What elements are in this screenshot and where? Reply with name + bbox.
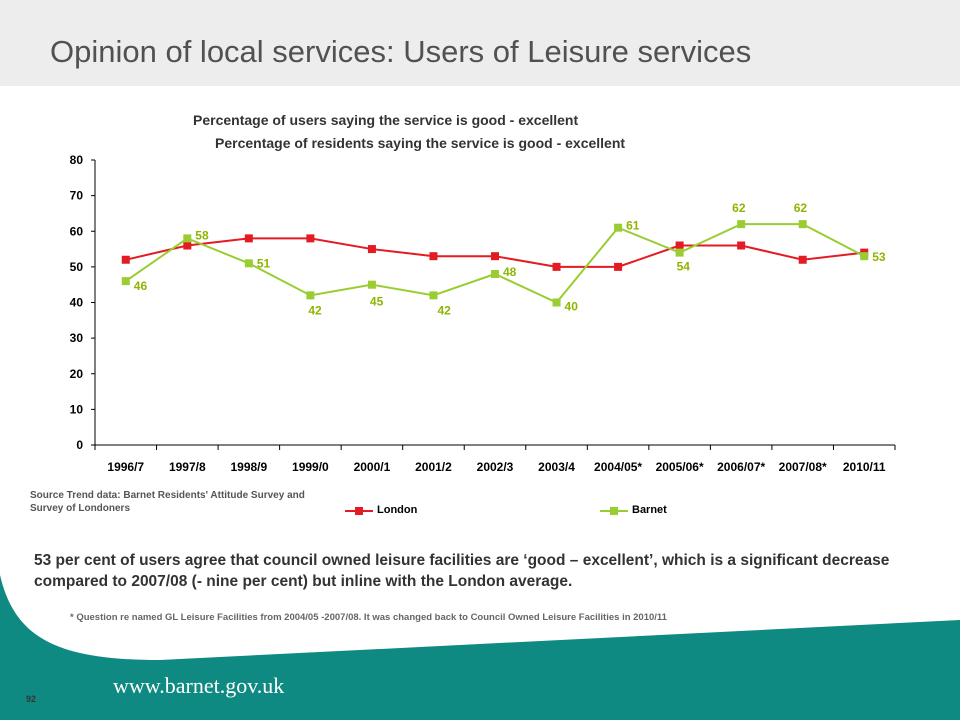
data-label-barnet: 51 [257, 256, 271, 270]
data-point-london [675, 241, 684, 250]
data-point-barnet [860, 252, 869, 261]
data-point-london [429, 252, 438, 261]
data-point-london [306, 234, 315, 243]
data-point-barnet [244, 259, 253, 268]
x-tick-label: 2001/2 [415, 460, 452, 474]
source-note: Source Trend data: Barnet Residents' Att… [30, 490, 305, 514]
data-point-barnet [121, 277, 130, 286]
x-tick-label: 2000/1 [354, 460, 391, 474]
data-label-barnet: 53 [872, 250, 886, 264]
website-url: www.barnet.gov.uk [113, 673, 285, 698]
x-tick-label: 2005/06* [656, 460, 704, 474]
data-label-barnet: 62 [732, 201, 746, 215]
data-point-london [121, 255, 130, 264]
data-point-london [737, 241, 746, 250]
chart-data-labels: 46 58 51 42 45 42 48 40 61 54 62 62 53 [134, 201, 886, 317]
data-label-barnet: 61 [626, 219, 640, 233]
chart-axes [94, 160, 895, 446]
y-tick-label: 30 [70, 331, 84, 345]
x-tick-label: 2010/11 [843, 460, 886, 474]
data-point-barnet [798, 220, 807, 229]
x-tick-label: 2007/08* [779, 460, 827, 474]
x-tick-label: 1997/8 [169, 460, 206, 474]
data-label-barnet: 54 [677, 260, 691, 274]
legend-label-london: London [377, 504, 418, 516]
chart-subtitle-residents: Percentage of residents saying the servi… [215, 135, 626, 151]
title-band [0, 0, 960, 86]
x-tick-label: 2006/07* [717, 460, 765, 474]
data-point-barnet [737, 220, 746, 229]
y-tick-label: 40 [70, 296, 84, 310]
footnote: * Question re named GL Leisure Facilitie… [70, 612, 667, 623]
data-point-barnet [367, 280, 376, 289]
legend-marker-london [355, 507, 363, 515]
x-tick-label: 2003/4 [538, 460, 575, 474]
data-label-barnet: 48 [503, 265, 517, 279]
series-line-barnet [125, 223, 865, 304]
chart-subtitle-users: Percentage of users saying the service i… [193, 112, 579, 128]
data-point-barnet [675, 248, 684, 257]
data-label-barnet: 42 [437, 303, 451, 317]
x-tick-label: 1998/9 [230, 460, 267, 474]
x-tick-label: 2004/05* [594, 460, 642, 474]
data-label-barnet: 46 [134, 279, 148, 293]
y-tick-label: 0 [76, 438, 83, 452]
data-point-london [244, 234, 253, 243]
y-tick-label: 80 [70, 153, 84, 167]
legend-marker-barnet [610, 507, 618, 515]
data-point-barnet [183, 234, 192, 243]
data-label-barnet: 45 [370, 295, 384, 309]
page-title: Opinion of local services: Users of Leis… [50, 34, 752, 69]
data-point-barnet [614, 223, 623, 232]
x-tick-label: 1999/0 [292, 460, 329, 474]
y-tick-label: 20 [70, 367, 84, 381]
data-label-barnet: 42 [308, 303, 322, 317]
legend-label-barnet: Barnet [632, 504, 667, 516]
data-point-barnet [552, 298, 561, 307]
data-label-barnet: 40 [565, 300, 579, 314]
page-number: 92 [26, 694, 37, 704]
data-point-barnet [491, 270, 499, 278]
data-point-barnet [429, 291, 438, 300]
data-label-barnet: 62 [794, 201, 808, 215]
chart-series [121, 220, 869, 307]
data-point-london [183, 241, 192, 250]
y-tick-label: 10 [70, 402, 84, 416]
data-point-london [614, 262, 623, 271]
data-point-london [552, 262, 561, 271]
y-tick-label: 60 [70, 224, 84, 238]
x-tick-label: 2002/3 [477, 460, 514, 474]
chart-legend: London Barnet [345, 504, 667, 516]
x-tick-label: 1996/7 [107, 460, 144, 474]
data-point-london [798, 255, 807, 264]
data-point-london [367, 245, 376, 254]
data-point-london [491, 252, 499, 261]
data-label-barnet: 58 [195, 228, 209, 242]
footer-band [0, 575, 960, 720]
data-point-barnet [306, 291, 315, 300]
y-tick-label: 70 [70, 189, 84, 203]
summary-statement: 53 per cent of users agree that council … [34, 552, 890, 590]
chart-ticks: 0 10 20 30 40 50 60 70 80 1996/7 1997/8 1998/9 1999/… [70, 153, 896, 474]
y-tick-label: 50 [70, 260, 84, 274]
